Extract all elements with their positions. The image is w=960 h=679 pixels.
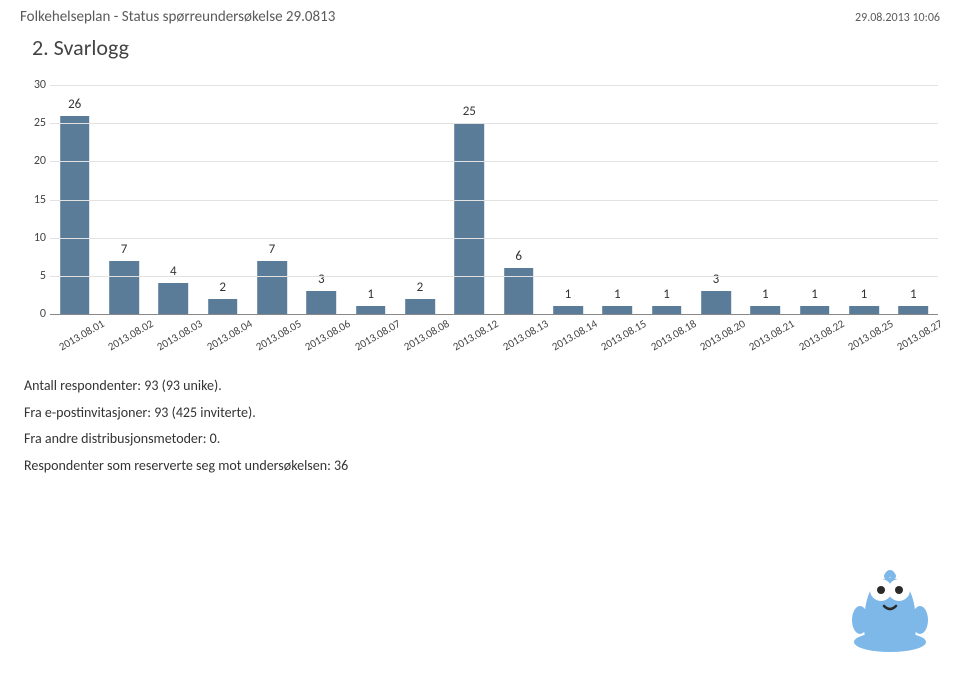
page-header: Folkehelseplan - Status spørreundersøkel… xyxy=(20,8,940,26)
chart-bar-value: 3 xyxy=(318,272,325,287)
chart-xlabel-slot: 2013.08.08 xyxy=(395,315,444,345)
chart-bar: 2 xyxy=(405,299,435,314)
chart-bar-value: 3 xyxy=(713,272,720,287)
chart-bar-value: 2 xyxy=(219,280,226,295)
chart-gridline xyxy=(50,238,938,239)
chart-x-labels: 2013.08.012013.08.022013.08.032013.08.04… xyxy=(50,315,938,345)
note-respondents: Antall respondenter: 93 (93 unike). xyxy=(24,373,940,400)
chart-bar-value: 25 xyxy=(463,104,476,119)
chart-bar: 1 xyxy=(800,306,830,314)
chart-bar-value: 4 xyxy=(170,264,177,279)
chart-bar: 1 xyxy=(652,306,682,314)
svarlogg-chart: 26742731225611131111 051015202530 2013.0… xyxy=(20,85,938,345)
chart-bar: 1 xyxy=(356,306,386,314)
chart-bar: 7 xyxy=(257,261,287,314)
chart-plot-area: 26742731225611131111 051015202530 xyxy=(50,85,938,315)
chart-bar: 1 xyxy=(849,306,879,314)
chart-bar: 1 xyxy=(602,306,632,314)
chart-ytick-label: 5 xyxy=(22,269,46,283)
chart-bar-value: 1 xyxy=(811,287,818,302)
chart-xlabel-slot: 2013.08.04 xyxy=(198,315,247,345)
chart-xlabel-slot: 2013.08.21 xyxy=(741,315,790,345)
chart-bar-value: 1 xyxy=(614,287,621,302)
chart-bar-value: 1 xyxy=(762,287,769,302)
chart-bar: 3 xyxy=(307,291,337,314)
chart-xlabel-slot: 2013.08.07 xyxy=(346,315,395,345)
chart-ytick-label: 0 xyxy=(22,307,46,321)
chart-bar-value: 2 xyxy=(417,280,424,295)
chart-bar-value: 7 xyxy=(121,242,128,257)
chart-gridline xyxy=(50,123,938,124)
chart-xlabel-slot: 2013.08.22 xyxy=(790,315,839,345)
chart-bar-value: 1 xyxy=(367,287,374,302)
chart-bar-value: 1 xyxy=(910,287,917,302)
chart-xlabel-slot: 2013.08.27 xyxy=(889,315,938,345)
chart-xlabel-slot: 2013.08.02 xyxy=(99,315,148,345)
chart-xlabel-slot: 2013.08.20 xyxy=(691,315,740,345)
chart-bar: 2 xyxy=(208,299,238,314)
document-title: Folkehelseplan - Status spørreundersøkel… xyxy=(20,8,335,26)
chart-gridline xyxy=(50,85,938,86)
note-other-dist: Fra andre distribusjonsmetoder: 0. xyxy=(24,426,940,453)
chart-ytick-label: 25 xyxy=(22,116,46,130)
chart-ytick-label: 30 xyxy=(22,78,46,92)
chart-xlabel-slot: 2013.08.03 xyxy=(149,315,198,345)
chart-bar-value: 1 xyxy=(663,287,670,302)
chart-notes: Antall respondenter: 93 (93 unike). Fra … xyxy=(24,373,940,479)
chart-xlabel-slot: 2013.08.01 xyxy=(50,315,99,345)
chart-ytick-label: 15 xyxy=(22,193,46,207)
chart-xlabel-slot: 2013.08.12 xyxy=(445,315,494,345)
chart-ytick-label: 10 xyxy=(22,231,46,245)
section-title: 2. Svarlogg xyxy=(32,34,940,61)
chart-bar: 25 xyxy=(454,123,484,314)
chart-bar: 7 xyxy=(109,261,139,314)
chart-bar: 1 xyxy=(750,306,780,314)
chart-xlabel-slot: 2013.08.15 xyxy=(593,315,642,345)
chart-xlabel-slot: 2013.08.05 xyxy=(247,315,296,345)
note-optout: Respondenter som reserverte seg mot unde… xyxy=(24,453,940,480)
note-invitations: Fra e-postinvitasjoner: 93 (425 invitert… xyxy=(24,400,940,427)
chart-bar-value: 6 xyxy=(515,249,522,264)
chart-xlabel-slot: 2013.08.06 xyxy=(297,315,346,345)
chart-xlabel-slot: 2013.08.25 xyxy=(839,315,888,345)
chart-bar-value: 7 xyxy=(269,242,276,257)
chart-xlabel-slot: 2013.08.13 xyxy=(494,315,543,345)
chart-bar: 3 xyxy=(701,291,731,314)
chart-bar: 4 xyxy=(159,283,189,314)
mascot-icon xyxy=(842,550,938,665)
chart-bar: 26 xyxy=(60,116,90,314)
chart-bar-value: 1 xyxy=(861,287,868,302)
document-datetime: 29.08.2013 10:06 xyxy=(855,11,940,25)
page: Folkehelseplan - Status spørreundersøkel… xyxy=(0,0,960,679)
chart-bar: 1 xyxy=(898,306,928,314)
chart-xlabel-slot: 2013.08.18 xyxy=(642,315,691,345)
chart-bar-value: 1 xyxy=(565,287,572,302)
chart-gridline xyxy=(50,200,938,201)
chart-bar-value: 26 xyxy=(68,97,81,112)
chart-xlabel: 2013.08.27 xyxy=(895,317,945,353)
chart-bar: 1 xyxy=(553,306,583,314)
chart-xlabel-slot: 2013.08.14 xyxy=(543,315,592,345)
chart-gridline xyxy=(50,276,938,277)
chart-ytick-label: 20 xyxy=(22,154,46,168)
chart-gridline xyxy=(50,161,938,162)
